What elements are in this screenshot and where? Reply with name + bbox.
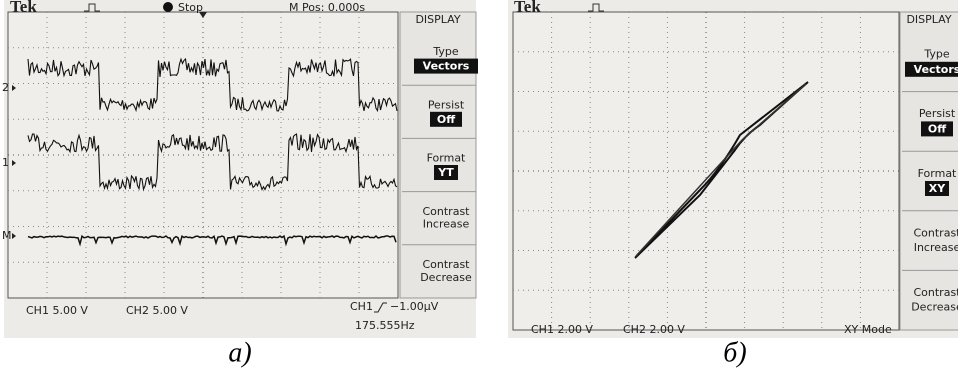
footer-mode: XY Mode (844, 323, 892, 336)
menu-label: Format (427, 152, 466, 165)
trigger-source: CH1 (350, 300, 373, 313)
caption: б) (723, 337, 746, 368)
menu-label: Contrast (913, 286, 958, 299)
menu-label: Format (918, 167, 957, 180)
menu-label: Persist (919, 107, 956, 120)
menu-value: Increase (423, 218, 470, 231)
menu-label: Type (923, 48, 949, 61)
footer-ch2: CH2 2.00 V (623, 323, 685, 336)
frequency: 175.555Hz (355, 319, 415, 332)
menu-value: Vectors (423, 60, 470, 73)
position: M Pos: 0.000s (289, 1, 365, 14)
menu-value: Increase (914, 241, 958, 254)
channel-marker: M (2, 229, 12, 242)
status-dot (163, 2, 173, 12)
menu-label: Contrast (913, 226, 958, 239)
scope-panel: Tek DISPLAY Type Vectors Persist Off Format XY C… (508, 0, 958, 338)
figure: TekStopM Pos: 0.000sDISPLAYTypeVectorsPe… (0, 0, 958, 374)
menu-value: Off (928, 122, 946, 135)
menu-value: Decrease (420, 271, 472, 284)
menu-title: DISPLAY (906, 13, 951, 26)
menu-value: Decrease (911, 300, 958, 313)
caption: а) (228, 337, 251, 368)
menu-label: Type (432, 45, 458, 58)
footer-ch1: CH1 5.00 V (26, 304, 88, 317)
brand: Tek (10, 0, 37, 16)
menu-label: Contrast (422, 258, 470, 271)
menu-value: XY (929, 182, 946, 195)
menu-label: Contrast (422, 205, 470, 218)
menu-label: Persist (428, 98, 465, 111)
footer-ch2: CH2 5.00 V (126, 304, 188, 317)
brand: Tek (514, 0, 541, 16)
menu-value: Off (437, 113, 455, 126)
menu-value: YT (437, 166, 454, 179)
menu-value: Vectors (914, 63, 958, 76)
trigger-level: −1.00µV (390, 300, 439, 313)
channel-marker: 2 (2, 81, 9, 94)
footer-ch1: CH1 2.00 V (531, 323, 593, 336)
channel-marker: 1 (2, 156, 9, 169)
menu-title: DISPLAY (415, 13, 460, 26)
